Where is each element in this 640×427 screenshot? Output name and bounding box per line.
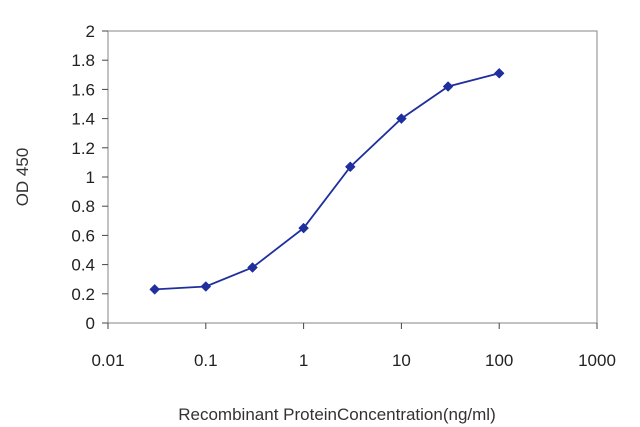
x-tick-label: 1 [299,351,308,370]
y-tick-label: 0 [86,314,95,333]
data-point [298,222,309,234]
y-tick-label: 1.2 [71,139,95,158]
y-tick-label: 0.2 [71,285,95,304]
x-tick-label: 0.01 [91,351,124,370]
x-tick-label: 100 [485,351,513,370]
data-point [396,113,407,124]
data-point [442,81,454,92]
x-tick-label: 1000 [578,351,616,370]
x-axis-title: Recombinant ProteinConcentration(ng/ml) [178,405,496,424]
y-tick-label: 0.4 [71,256,95,275]
data-point [344,161,356,173]
plot-area [107,30,598,324]
data-point [149,284,161,295]
y-axis-title: OD 450 [13,148,32,207]
y-tick-label: 1 [86,168,95,187]
y-tick-label: 1.6 [71,80,95,99]
data-point [200,281,212,292]
x-axis: 0.01 0.1 1 10 100 1000 [91,323,616,370]
y-tick-label: 0.6 [71,226,95,245]
y-tick-label: 0.8 [71,197,95,216]
y-tick-label: 1.8 [71,51,95,70]
x-tick-label: 0.1 [194,351,218,370]
y-tick-label: 1.4 [71,110,95,129]
y-axis: 0 0.2 0.4 0.6 0.8 1 1.2 1.4 1.6 1.8 2 [71,22,108,333]
series-layer [149,67,505,295]
data-point [247,262,258,273]
x-tick-label: 10 [392,351,411,370]
data-point [493,67,505,79]
series-line [154,72,500,291]
y-tick-label: 2 [86,22,95,41]
